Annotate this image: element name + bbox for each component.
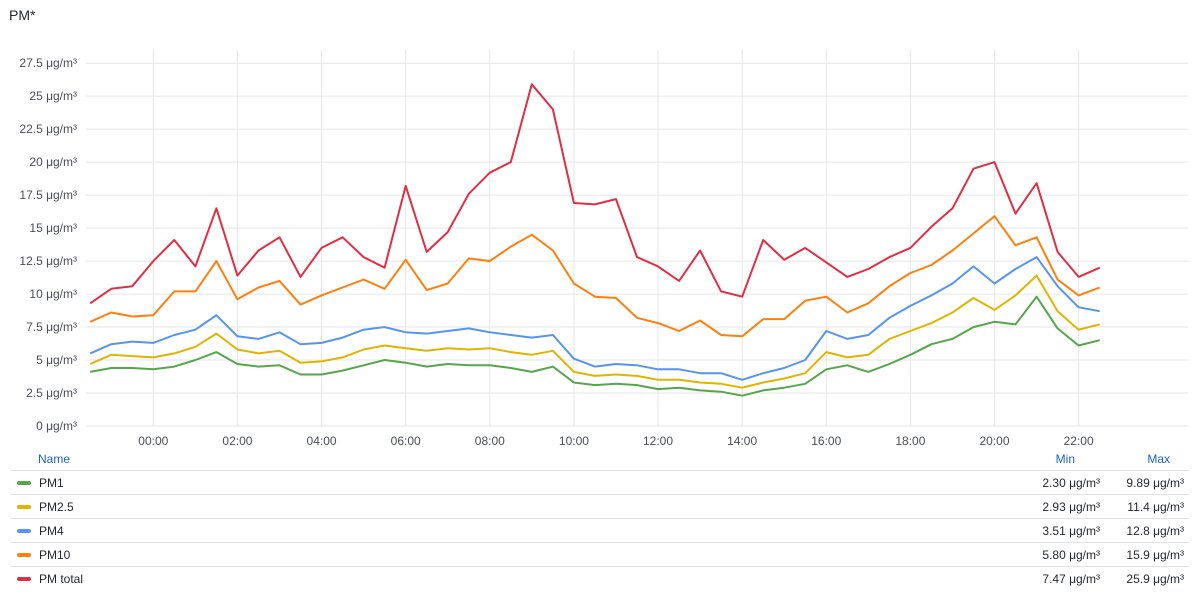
legend-max: 25.9 μg/m³ [1126, 572, 1184, 586]
y-tick-label: 10 μg/m³ [29, 287, 77, 301]
y-tick-label: 15 μg/m³ [29, 221, 77, 235]
x-tick-label: 00:00 [138, 434, 168, 448]
x-tick-label: 16:00 [811, 434, 841, 448]
y-tick-label: 5 μg/m³ [36, 353, 77, 367]
y-tick-label: 0 μg/m³ [36, 419, 77, 433]
x-tick-label: 02:00 [222, 434, 252, 448]
series-line-pm2-5 [89, 274, 1100, 389]
x-tick-label: 08:00 [475, 434, 505, 448]
y-tick-label: 27.5 μg/m³ [19, 56, 77, 70]
x-tick-label: 12:00 [643, 434, 673, 448]
x-tick-label: 10:00 [559, 434, 589, 448]
legend-row-pm10[interactable]: PM10 5.80 μg/m³ 15.9 μg/m³ [10, 542, 1190, 566]
legend-header: Name Min Max [10, 450, 1190, 470]
legend-table: Name Min Max PM1 2.30 μg/m³ 9.89 μg/m³ P… [10, 450, 1190, 590]
legend-header-name[interactable]: Name [38, 452, 71, 466]
series-line-pm10 [89, 215, 1101, 338]
legend-swatch [17, 481, 31, 485]
legend-name: PM1 [39, 476, 64, 490]
y-tick-label: 12.5 μg/m³ [19, 254, 77, 268]
y-tick-label: 20 μg/m³ [29, 155, 77, 169]
legend-max: 12.8 μg/m³ [1126, 524, 1184, 538]
y-tick-label: 7.5 μg/m³ [26, 320, 77, 334]
y-tick-label: 25 μg/m³ [29, 89, 77, 103]
legend-row-pm1[interactable]: PM1 2.30 μg/m³ 9.89 μg/m³ [10, 470, 1190, 494]
panel-title: PM* [9, 7, 36, 23]
y-tick-label: 17.5 μg/m³ [19, 188, 77, 202]
legend-min: 7.47 μg/m³ [1042, 572, 1100, 586]
x-tick-label: 20:00 [980, 434, 1010, 448]
y-tick-label: 22.5 μg/m³ [19, 122, 77, 136]
legend-swatch [17, 553, 31, 557]
x-tick-label: 14:00 [727, 434, 757, 448]
x-tick-label: 18:00 [895, 434, 925, 448]
legend-min: 3.51 μg/m³ [1042, 524, 1100, 538]
legend-max: 9.89 μg/m³ [1126, 476, 1184, 490]
legend-min: 2.93 μg/m³ [1042, 500, 1100, 514]
series-line-pm-total [89, 83, 1101, 305]
y-tick-label: 2.5 μg/m³ [26, 386, 77, 400]
legend-min: 5.80 μg/m³ [1042, 548, 1100, 562]
legend-swatch [17, 505, 31, 509]
legend-header-min[interactable]: Min [1055, 452, 1075, 466]
series-line-pm4 [89, 256, 1100, 381]
legend-max: 15.9 μg/m³ [1126, 548, 1184, 562]
series-line-pm1 [90, 295, 1100, 397]
x-tick-label: 04:00 [307, 434, 337, 448]
legend-name: PM4 [39, 524, 64, 538]
legend-name: PM10 [39, 548, 71, 562]
legend-max: 11.4 μg/m³ [1127, 500, 1184, 514]
x-tick-label: 22:00 [1064, 434, 1094, 448]
legend-swatch [17, 529, 31, 533]
legend-swatch [17, 577, 31, 581]
x-tick-label: 06:00 [391, 434, 421, 448]
chart-plot: 0 μg/m³ 2.5 μg/m³ 5 μg/m³ 7.5 μg/m³ 10 μg/m³… [19, 50, 1188, 448]
legend-name: PM2.5 [39, 500, 74, 514]
legend-name: PM total [39, 572, 84, 586]
legend-header-max[interactable]: Max [1147, 452, 1170, 466]
legend-row-pm4[interactable]: PM4 3.51 μg/m³ 12.8 μg/m³ [10, 518, 1190, 542]
legend-row-pm-total[interactable]: PM total 7.47 μg/m³ 25.9 μg/m³ [10, 566, 1190, 590]
legend-min: 2.30 μg/m³ [1042, 476, 1100, 490]
legend-row-pm2-5[interactable]: PM2.5 2.93 μg/m³ 11.4 μg/m³ [10, 494, 1190, 518]
